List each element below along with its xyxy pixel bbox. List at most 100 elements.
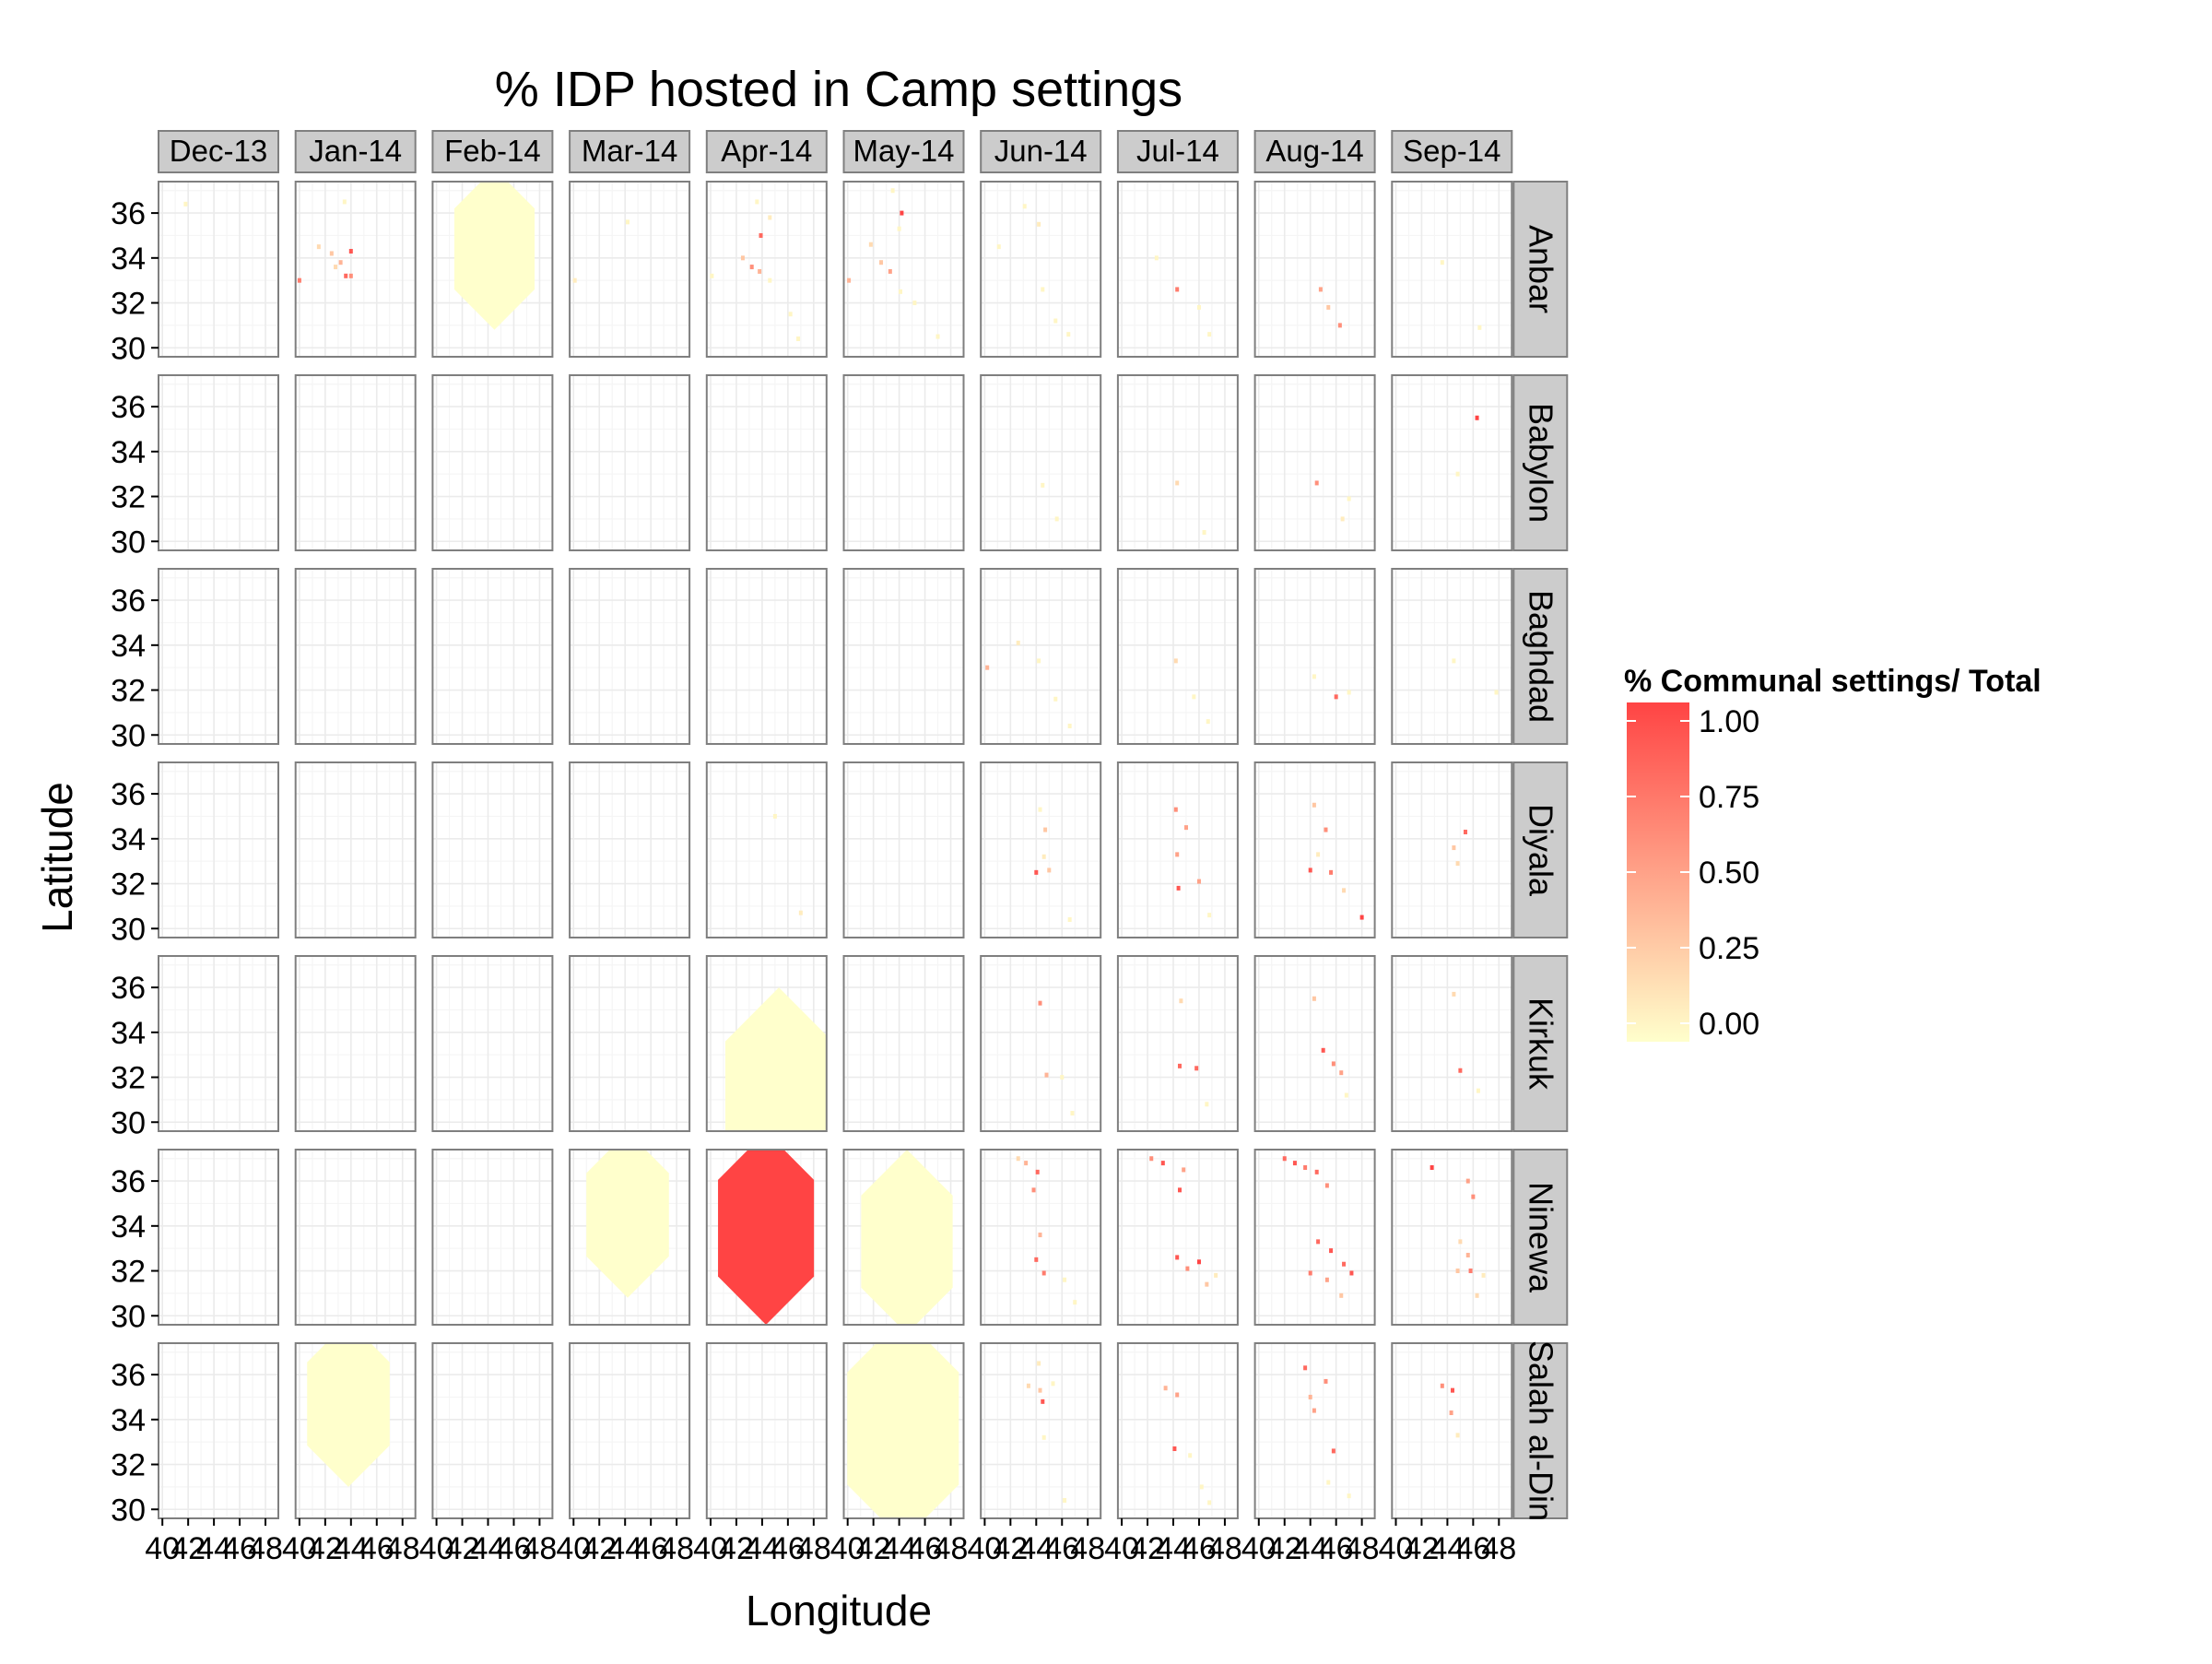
panel-kirkuk-mar-14 [570,956,690,1131]
data-point [1324,1183,1329,1188]
data-point [1034,869,1039,875]
panel-salah-al-din-jul-14 [1117,1343,1239,1518]
panel-kirkuk-dec-13 [159,956,279,1131]
data-point [1465,1178,1470,1184]
x-tick-label: 48 [1481,1531,1516,1566]
panel-anbar-jun-14 [981,182,1101,357]
panel-border [842,1149,965,1326]
data-point [868,242,873,247]
x-tick-label: 44 [882,1531,917,1566]
data-point [1344,1092,1348,1098]
y-tick-label: 32 [111,480,146,515]
panel-background [570,569,690,744]
panel-background [570,375,690,550]
panel-border [1253,181,1376,358]
panel-baghdad-apr-14 [706,569,828,744]
x-tick-label: 42 [582,1531,617,1566]
y-tick-label: 34 [111,1210,146,1245]
x-tick-label: 40 [1379,1531,1414,1566]
panel-background [295,956,416,1131]
data-point [1312,674,1316,679]
panel-salah-al-din-jun-14 [981,1343,1101,1518]
panel-border [569,1342,691,1519]
panel-ninewa-jul-14 [1117,1150,1239,1325]
panel-border [1253,761,1376,938]
panel-border [431,1149,554,1326]
panel-border [1116,955,1239,1132]
data-point [1312,802,1316,808]
strip-background [1116,130,1239,173]
legend-ticks: 1.00 0.75 0.50 0.25 0.00 [1627,704,1759,1042]
panel-anbar-dec-13 [159,182,279,357]
data-point [1207,332,1212,337]
x-tick-label: 42 [308,1531,343,1566]
panel-kirkuk-aug-14 [1254,956,1376,1131]
data-point [1194,1066,1199,1071]
data-point [847,277,852,283]
x-tick-label: 42 [856,1531,891,1566]
data-point [1347,496,1351,502]
data-point [1041,482,1045,488]
data-point [1044,1072,1049,1078]
x-tick-label: 44 [607,1531,642,1566]
data-point [1455,471,1460,477]
data-point [1024,1161,1029,1166]
panel-background [570,956,690,1131]
hex-cell-ninewa-apr-14 [718,1150,815,1325]
data-point [1038,807,1042,812]
x-tick-label: 46 [633,1531,668,1566]
panel-background [1254,569,1375,744]
x-tick-label: 40 [693,1531,728,1566]
panel-border [294,568,417,745]
y-axis-salah-al-din: 30 32 34 36 [111,1358,159,1528]
data-point [334,265,338,270]
strip-background [1512,181,1569,358]
data-point [1458,1068,1463,1073]
panel-background [1254,375,1375,550]
data-point [1053,318,1058,324]
panel-border [569,1149,691,1326]
panel-border [431,374,554,551]
panel-background [1392,182,1512,357]
data-point [1041,287,1045,292]
column-strip-jun-14: Jun-14 [980,130,1102,173]
data-point [740,255,745,261]
panel-background [1117,182,1238,357]
panel-baghdad-jul-14 [1117,569,1239,744]
panel-background [1254,1150,1375,1325]
panel-border [294,761,417,938]
data-point [1303,1164,1308,1170]
panel-kirkuk-feb-14 [432,956,554,1131]
column-strip-jan-14: Jan-14 [294,130,417,173]
data-point [888,268,892,274]
data-point [1041,1434,1046,1440]
hex-cell-ninewa-mar-14 [586,1150,669,1298]
panel-border [158,761,279,938]
panel-baghdad-jan-14 [295,569,417,744]
hex-cell-salah-al-din-may-14 [847,1343,959,1518]
panel-baghdad-dec-13 [159,569,279,744]
data-point [755,199,759,205]
panel-ninewa-jan-14 [295,1150,417,1325]
column-strip-aug-14: Aug-14 [1253,130,1376,173]
data-point [1347,690,1351,695]
data-point [1182,1167,1186,1173]
panel-diyala-may-14 [843,762,965,938]
data-point [1463,830,1467,835]
panel-border [1116,181,1239,358]
data-point [183,201,188,207]
data-point [1349,1270,1354,1276]
column-strip-label: Jun-14 [994,134,1088,168]
x-tick-label: 46 [222,1531,257,1566]
panel-border [569,568,691,745]
y-tick-label: 34 [111,629,146,664]
x-tick-label: 46 [1182,1531,1217,1566]
legend-gradient-bar [1627,702,1689,1042]
x-tick-label: 46 [1319,1531,1354,1566]
panel-background [295,762,416,938]
panel-border [294,1149,417,1326]
data-point [1073,1300,1077,1305]
panel-border [980,181,1102,358]
